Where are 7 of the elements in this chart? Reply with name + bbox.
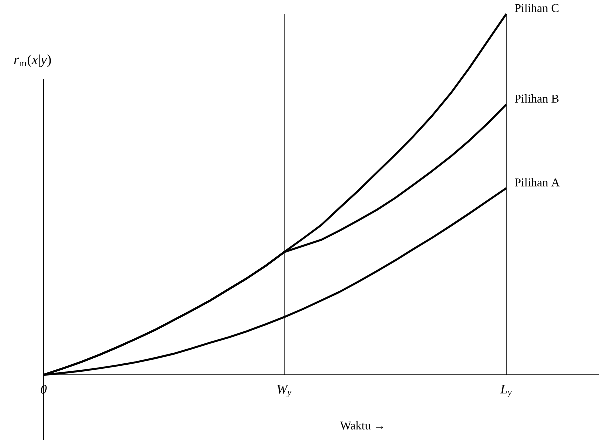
- series-label: Pilihan C: [515, 4, 559, 12]
- y-axis-title: r$_{m}$(x|y): [14, 54, 52, 68]
- x-axis-title: Waktu →: [340, 421, 384, 430]
- x-tick-label: W$_{y}$: [278, 385, 292, 398]
- series-label: Pilihan A: [515, 178, 560, 187]
- series-label: Pilihan B: [515, 94, 559, 104]
- x-tick-label: L$_{y}$: [500, 385, 512, 398]
